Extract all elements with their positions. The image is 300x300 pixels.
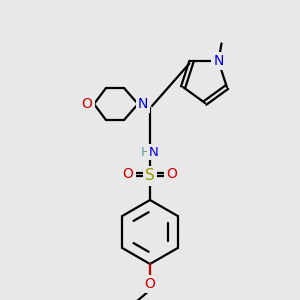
Text: O: O [82,97,92,111]
Text: O: O [145,277,155,291]
Text: N: N [149,146,159,158]
Text: N: N [213,54,224,68]
Text: H: H [141,146,151,158]
Text: O: O [123,167,134,182]
Text: S: S [145,169,155,184]
Text: N: N [138,97,148,111]
Text: O: O [167,167,177,182]
